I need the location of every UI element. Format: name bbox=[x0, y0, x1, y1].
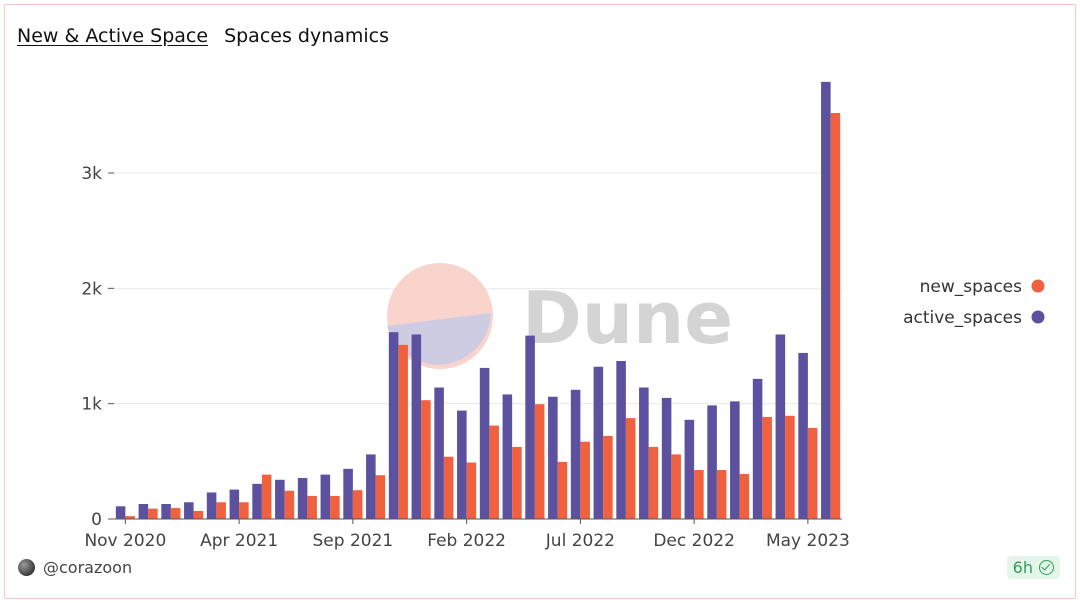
x-tick-label: Dec 2022 bbox=[653, 531, 735, 551]
y-tick-label: 3k bbox=[81, 164, 102, 184]
bar-active-spaces[interactable] bbox=[184, 502, 194, 519]
bar-active-spaces[interactable] bbox=[229, 489, 240, 519]
bar-new-spaces[interactable] bbox=[352, 490, 363, 519]
bar-new-spaces[interactable] bbox=[307, 495, 317, 519]
bar-active-spaces[interactable] bbox=[457, 410, 467, 519]
bar-new-spaces[interactable] bbox=[557, 461, 568, 519]
author[interactable]: @corazoon bbox=[18, 558, 132, 577]
axes: 0 1k 2k 3k Nov 2020 Apr 2021 Sep 2021 Feb 2022 J… bbox=[81, 164, 849, 551]
bar-new-spaces[interactable] bbox=[716, 469, 727, 519]
watermark-text: Dune bbox=[522, 276, 733, 360]
bar-new-spaces[interactable] bbox=[421, 400, 431, 519]
bar-active-spaces[interactable] bbox=[616, 360, 626, 519]
chart-title-link[interactable]: New & Active Space bbox=[17, 25, 209, 47]
bar-active-spaces[interactable] bbox=[730, 401, 740, 519]
bar-new-spaces[interactable] bbox=[534, 404, 545, 519]
bar-new-spaces[interactable] bbox=[148, 508, 158, 519]
bar-new-spaces[interactable] bbox=[671, 454, 681, 519]
bar-new-spaces[interactable] bbox=[694, 469, 704, 519]
bar-active-spaces[interactable] bbox=[548, 396, 558, 519]
chart-subtitle: Spaces dynamics bbox=[224, 25, 390, 47]
bar-new-spaces[interactable] bbox=[216, 502, 226, 519]
bar-active-spaces[interactable] bbox=[411, 334, 422, 519]
legend-label-active-spaces: active_spaces bbox=[903, 308, 1022, 328]
bar-active-spaces[interactable] bbox=[570, 389, 581, 519]
x-tick-label: Apr 2021 bbox=[200, 531, 278, 551]
bar-new-spaces[interactable] bbox=[625, 418, 636, 519]
bar-active-spaces[interactable] bbox=[593, 366, 604, 519]
bar-new-spaces[interactable] bbox=[785, 415, 795, 519]
legend-label-new-spaces: new_spaces bbox=[920, 277, 1023, 297]
bar-active-spaces[interactable] bbox=[275, 479, 285, 519]
author-handle: @corazoon bbox=[43, 558, 133, 577]
bar-active-spaces[interactable] bbox=[775, 334, 786, 519]
bar-active-spaces[interactable] bbox=[388, 332, 399, 519]
bar-new-spaces[interactable] bbox=[170, 508, 181, 519]
bar-active-spaces[interactable] bbox=[297, 478, 308, 519]
bar-new-spaces[interactable] bbox=[398, 344, 408, 519]
bar-active-spaces[interactable] bbox=[479, 367, 490, 519]
check-circle-icon bbox=[1039, 560, 1054, 575]
bar-new-spaces[interactable] bbox=[580, 441, 590, 519]
bar-new-spaces[interactable] bbox=[193, 510, 204, 519]
bar-active-spaces[interactable] bbox=[707, 405, 717, 519]
bar-active-spaces[interactable] bbox=[434, 387, 444, 519]
bar-new-spaces[interactable] bbox=[466, 462, 477, 519]
bar-new-spaces[interactable] bbox=[489, 425, 499, 519]
bar-new-spaces[interactable] bbox=[762, 416, 772, 519]
bar-new-spaces[interactable] bbox=[830, 113, 841, 519]
y-tick-label: 0 bbox=[91, 510, 102, 530]
y-tick-label: 1k bbox=[81, 395, 102, 415]
y-tick-label: 2k bbox=[81, 279, 102, 299]
legend-dot-new-spaces bbox=[1031, 279, 1045, 293]
bars-group bbox=[115, 81, 841, 520]
avatar bbox=[18, 559, 35, 576]
bar-new-spaces[interactable] bbox=[512, 446, 522, 519]
x-tick-label: Sep 2021 bbox=[313, 531, 394, 551]
bar-active-spaces[interactable] bbox=[502, 394, 513, 519]
bar-active-spaces[interactable] bbox=[138, 504, 149, 519]
x-tick-label: Jul 2022 bbox=[545, 531, 615, 551]
refresh-interval: 6h bbox=[1012, 558, 1033, 577]
bar-new-spaces[interactable] bbox=[125, 516, 135, 519]
bar-active-spaces[interactable] bbox=[798, 352, 808, 519]
legend-dot-active-spaces bbox=[1031, 310, 1045, 324]
x-tick-label: Nov 2020 bbox=[84, 531, 166, 551]
bar-new-spaces[interactable] bbox=[375, 475, 386, 519]
bar-active-spaces[interactable] bbox=[252, 483, 262, 519]
bar-active-spaces[interactable] bbox=[115, 506, 126, 519]
refresh-badge[interactable]: 6h bbox=[1006, 556, 1060, 579]
bar-active-spaces[interactable] bbox=[525, 335, 535, 519]
bar-new-spaces[interactable] bbox=[648, 446, 659, 519]
bar-new-spaces[interactable] bbox=[739, 474, 750, 519]
bar-active-spaces[interactable] bbox=[343, 468, 353, 519]
bar-new-spaces[interactable] bbox=[807, 427, 818, 519]
bar-active-spaces[interactable] bbox=[821, 81, 831, 520]
bar-active-spaces[interactable] bbox=[320, 474, 331, 519]
bar-active-spaces[interactable] bbox=[206, 492, 217, 519]
chart-header: New & Active Space Spaces dynamics bbox=[17, 25, 389, 47]
bar-new-spaces[interactable] bbox=[239, 502, 249, 519]
bar-new-spaces[interactable] bbox=[261, 474, 272, 519]
bar-active-spaces[interactable] bbox=[684, 419, 695, 519]
bar-new-spaces[interactable] bbox=[284, 490, 295, 519]
x-tick-label: May 2023 bbox=[766, 531, 850, 551]
dune-watermark: Dune bbox=[387, 263, 733, 369]
bar-new-spaces[interactable] bbox=[443, 456, 454, 519]
bar-new-spaces[interactable] bbox=[330, 495, 340, 519]
bar-new-spaces[interactable] bbox=[603, 435, 613, 519]
x-tick-label: Feb 2022 bbox=[427, 531, 506, 551]
legend: new_spaces active_spaces bbox=[903, 277, 1045, 328]
bar-active-spaces[interactable] bbox=[752, 378, 763, 519]
bar-active-spaces[interactable] bbox=[366, 454, 376, 519]
bar-active-spaces[interactable] bbox=[661, 397, 672, 519]
bar-active-spaces[interactable] bbox=[639, 387, 649, 519]
bar-active-spaces[interactable] bbox=[161, 504, 171, 519]
